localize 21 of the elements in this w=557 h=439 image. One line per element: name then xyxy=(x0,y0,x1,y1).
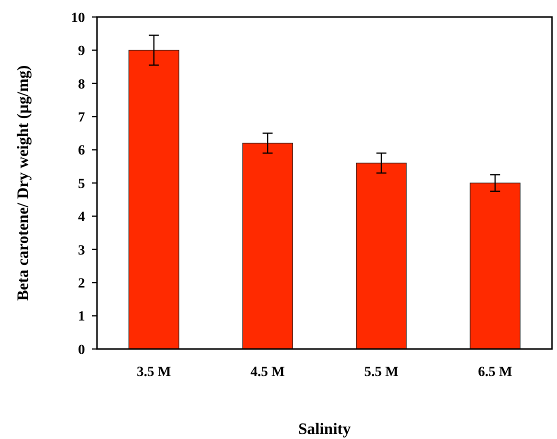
bar xyxy=(356,162,407,350)
x-tick-label: 4.5 M xyxy=(250,365,285,380)
y-tick-label: 9 xyxy=(78,44,85,60)
x-tick-label: 3.5 M xyxy=(136,365,171,380)
y-tick-label: 4 xyxy=(78,210,85,226)
y-tick-label: 1 xyxy=(78,310,85,325)
y-tick-label: 8 xyxy=(78,77,85,92)
bar xyxy=(470,182,520,350)
y-tick-label: 7 xyxy=(78,110,85,126)
x-tick-label: 6.5 M xyxy=(478,365,512,380)
x-tick-label: 5.5 M xyxy=(364,365,398,380)
bar xyxy=(242,142,293,350)
bar xyxy=(128,50,180,350)
x-axis-title: Salinity xyxy=(298,421,351,438)
y-axis-title: Beta carotene/ Dry weight (µg/mg) xyxy=(15,65,32,301)
y-tick-label: 2 xyxy=(78,276,85,292)
y-tick-label: 6 xyxy=(78,144,85,159)
y-tick-label: 3 xyxy=(78,243,85,258)
y-tick-label: 0 xyxy=(78,342,85,358)
y-tick-label: 10 xyxy=(71,10,85,26)
y-tick-label: 5 xyxy=(78,176,85,192)
